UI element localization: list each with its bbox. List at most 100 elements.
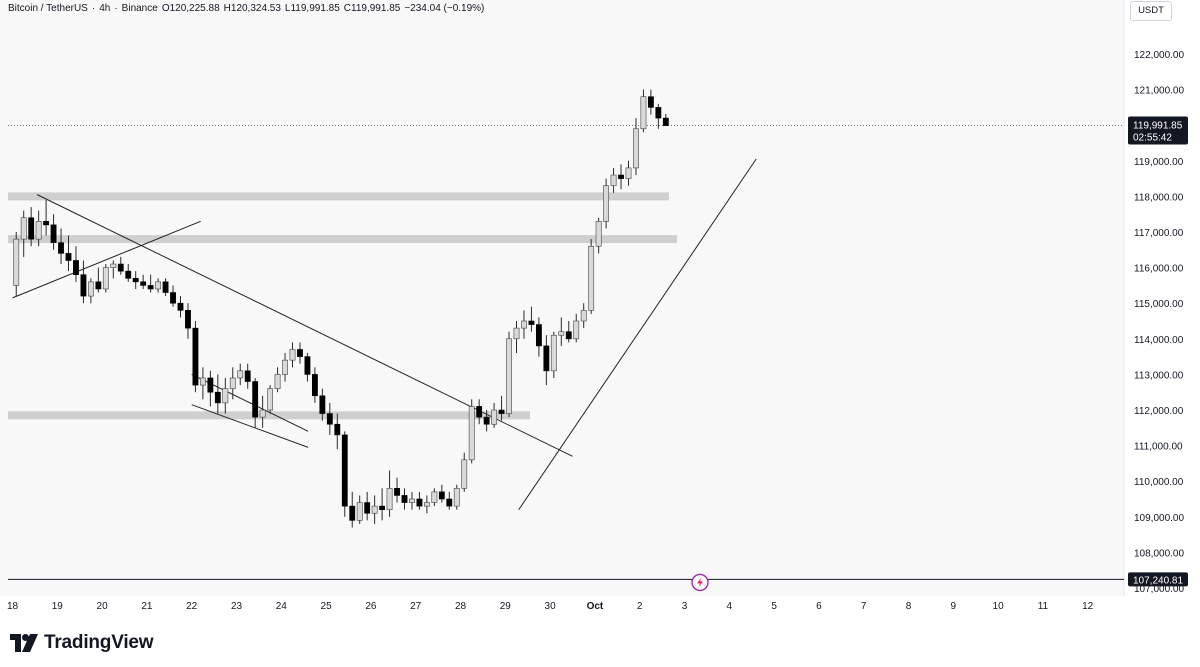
candle-up[interactable] [371,505,378,514]
candle-down[interactable] [140,281,147,286]
candle-up[interactable] [423,502,430,507]
candle-up[interactable] [513,327,520,340]
candle-up[interactable] [110,263,117,268]
candle-down[interactable] [438,491,445,500]
candle-down[interactable] [565,331,572,340]
candle-down[interactable] [304,356,311,375]
candle-down[interactable] [73,260,79,276]
candle-down[interactable] [162,281,169,293]
candle-up[interactable] [603,185,610,222]
candle-up[interactable] [633,128,639,169]
candle-up[interactable] [431,491,438,503]
candle-up[interactable] [20,217,27,240]
candle-down[interactable] [483,416,490,425]
candle-down[interactable] [319,395,326,414]
candle-down[interactable] [80,274,87,297]
candle-up[interactable] [282,359,288,375]
plot-background[interactable] [0,0,1124,596]
candle-up[interactable] [274,374,281,389]
candle-down[interactable] [535,324,542,347]
candle-down[interactable] [446,498,453,507]
trendline[interactable] [12,220,201,299]
trendline[interactable] [518,158,757,510]
interval-label[interactable]: 4h [99,3,111,14]
candle-up[interactable] [409,498,415,503]
candle-up[interactable] [237,370,244,379]
candle-up[interactable] [102,267,109,290]
candle-down[interactable] [95,281,102,290]
candle-up[interactable] [588,245,595,311]
candle-down[interactable] [43,221,50,226]
candle-down[interactable] [28,217,35,240]
candle-up[interactable] [491,409,498,425]
support-zone[interactable] [8,411,530,420]
candle-up[interactable] [289,349,296,361]
candle-down[interactable] [252,381,259,418]
candle-down[interactable] [50,224,57,243]
candle-up[interactable] [155,281,162,290]
candle-down[interactable] [618,174,624,179]
candle-up[interactable] [453,488,460,507]
candle-up[interactable] [87,281,94,297]
candle-down[interactable] [297,349,303,357]
candle-up[interactable] [595,221,602,247]
candle-down[interactable] [341,434,348,507]
candle-up[interactable] [506,338,512,414]
candle-up[interactable] [13,238,20,286]
candle-down[interactable] [132,277,139,283]
candle-down[interactable] [394,488,400,496]
candle-up[interactable] [356,502,363,521]
candle-up[interactable] [550,334,557,372]
symbol-name[interactable]: Bitcoin / TetherUS [8,3,88,14]
candle-down[interactable] [326,413,333,425]
candle-down[interactable] [655,107,662,119]
support-zone[interactable] [8,192,669,201]
candle-down[interactable] [170,292,176,304]
currency-button[interactable]: USDT [1130,1,1172,21]
price-axis-background[interactable] [1124,0,1200,596]
candle-down[interactable] [65,253,72,261]
candle-down[interactable] [543,345,550,372]
candle-down[interactable] [379,505,386,510]
candle-down[interactable] [177,302,184,311]
candle-down[interactable] [214,391,221,404]
candle-up[interactable] [573,320,580,340]
candlestick-chart[interactable]: 122,000.00121,000.00120,000.00119,000.00… [0,0,1200,616]
candle-up[interactable] [461,459,468,489]
candle-down[interactable] [349,505,356,521]
trendline[interactable] [36,194,573,457]
candle-down[interactable] [117,263,124,272]
candle-up[interactable] [640,96,647,130]
candle-down[interactable] [498,409,505,414]
candle-up[interactable] [521,320,527,329]
support-zone[interactable] [8,235,677,244]
candle-down[interactable] [647,96,654,108]
candle-up[interactable] [558,331,565,336]
candle-down[interactable] [185,310,191,329]
candle-down[interactable] [244,370,251,382]
candle-down[interactable] [334,423,341,436]
candle-up[interactable] [580,310,587,322]
candle-down[interactable] [528,320,535,325]
candle-up[interactable] [199,377,206,386]
candle-down[interactable] [364,502,371,514]
candle-up[interactable] [222,388,229,404]
candle-up[interactable] [610,174,617,187]
candle-up[interactable] [259,409,266,418]
current-price-badge[interactable] [1128,116,1188,145]
candle-down[interactable] [147,285,154,290]
candle-down[interactable] [311,374,318,397]
candle-down[interactable] [401,495,408,503]
candle-up[interactable] [386,488,393,510]
tradingview-logo[interactable]: TradingView [10,632,154,654]
time-axis-background[interactable] [0,596,1200,616]
candle-down[interactable] [476,406,483,418]
candle-up[interactable] [468,406,475,461]
candle-up[interactable] [35,221,42,240]
candle-up[interactable] [625,167,632,179]
trendline[interactable] [191,404,309,448]
candle-up[interactable] [267,388,274,411]
candle-up[interactable] [229,377,236,389]
candle-down[interactable] [125,270,132,279]
